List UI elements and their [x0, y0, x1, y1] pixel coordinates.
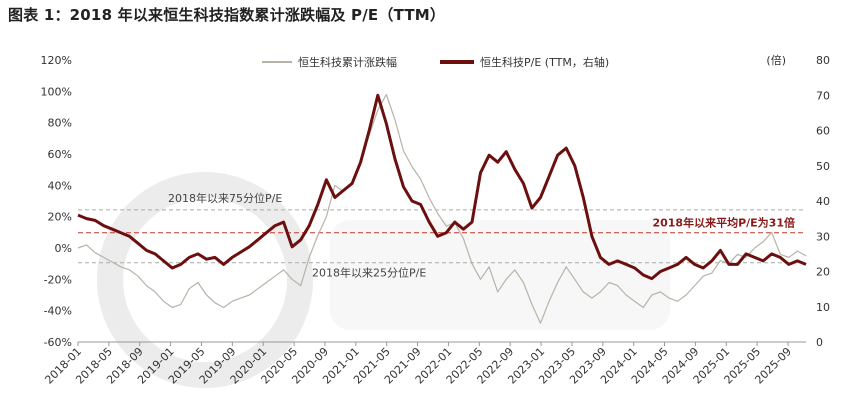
y-right-tick-label: 30 — [816, 230, 830, 243]
annotation-25-percentile: 2018年以来25分位P/E — [312, 266, 426, 280]
y-left-tick-label: 0% — [55, 242, 72, 255]
watermark-logo — [97, 172, 670, 388]
y-left-tick-label: 120% — [41, 54, 72, 67]
annotation-75-percentile: 2018年以来75分位P/E — [168, 191, 282, 205]
y-left-tick-label: 20% — [48, 211, 72, 224]
y-left-tick-label: -20% — [44, 273, 72, 286]
y-right-tick-label: 70 — [816, 89, 830, 102]
y-right-tick-label: 40 — [816, 195, 830, 208]
watermark-circle — [97, 172, 313, 388]
y-right-tick-label: 0 — [816, 336, 823, 349]
series-group — [77, 93, 807, 324]
reference-lines — [78, 209, 806, 264]
y-left-tick-label: -40% — [44, 305, 72, 318]
y-right-unit-label: (倍) — [766, 53, 786, 67]
y-right-tick-label: 50 — [816, 160, 830, 173]
series-cumulative-return — [77, 93, 807, 324]
series-pe-ttm — [77, 93, 807, 281]
annotations-group: 2018年以来75分位P/E 2018年以来平均P/E为31倍 2018年以来25分… — [168, 191, 795, 280]
chart-title: 图表 1：2018 年以来恒生科技指数累计涨跌幅及 P/E（TTM） — [8, 6, 446, 24]
y-left-tick-label: 40% — [48, 179, 72, 192]
annotation-average-pe: 2018年以来平均P/E为31倍 — [652, 216, 795, 230]
y-left-tick-label: 100% — [41, 85, 72, 98]
y-left-tick-label: 80% — [48, 117, 72, 130]
y-right-tick-label: 20 — [816, 266, 830, 279]
legend: 恒生科技累计涨跌幅 恒生科技P/E (TTM，右轴) — [262, 55, 609, 69]
legend-label-pe: 恒生科技P/E (TTM，右轴) — [480, 55, 609, 69]
watermark-block — [330, 220, 670, 330]
y-left-tick-label: 60% — [48, 148, 72, 161]
y-right-tick-label: 80 — [816, 54, 830, 67]
legend-label-cumulative: 恒生科技累计涨跌幅 — [298, 55, 397, 69]
y-right-tick-label: 10 — [816, 301, 830, 314]
y-right-tick-label: 60 — [816, 125, 830, 138]
y-left-tick-label: -60% — [44, 336, 72, 349]
